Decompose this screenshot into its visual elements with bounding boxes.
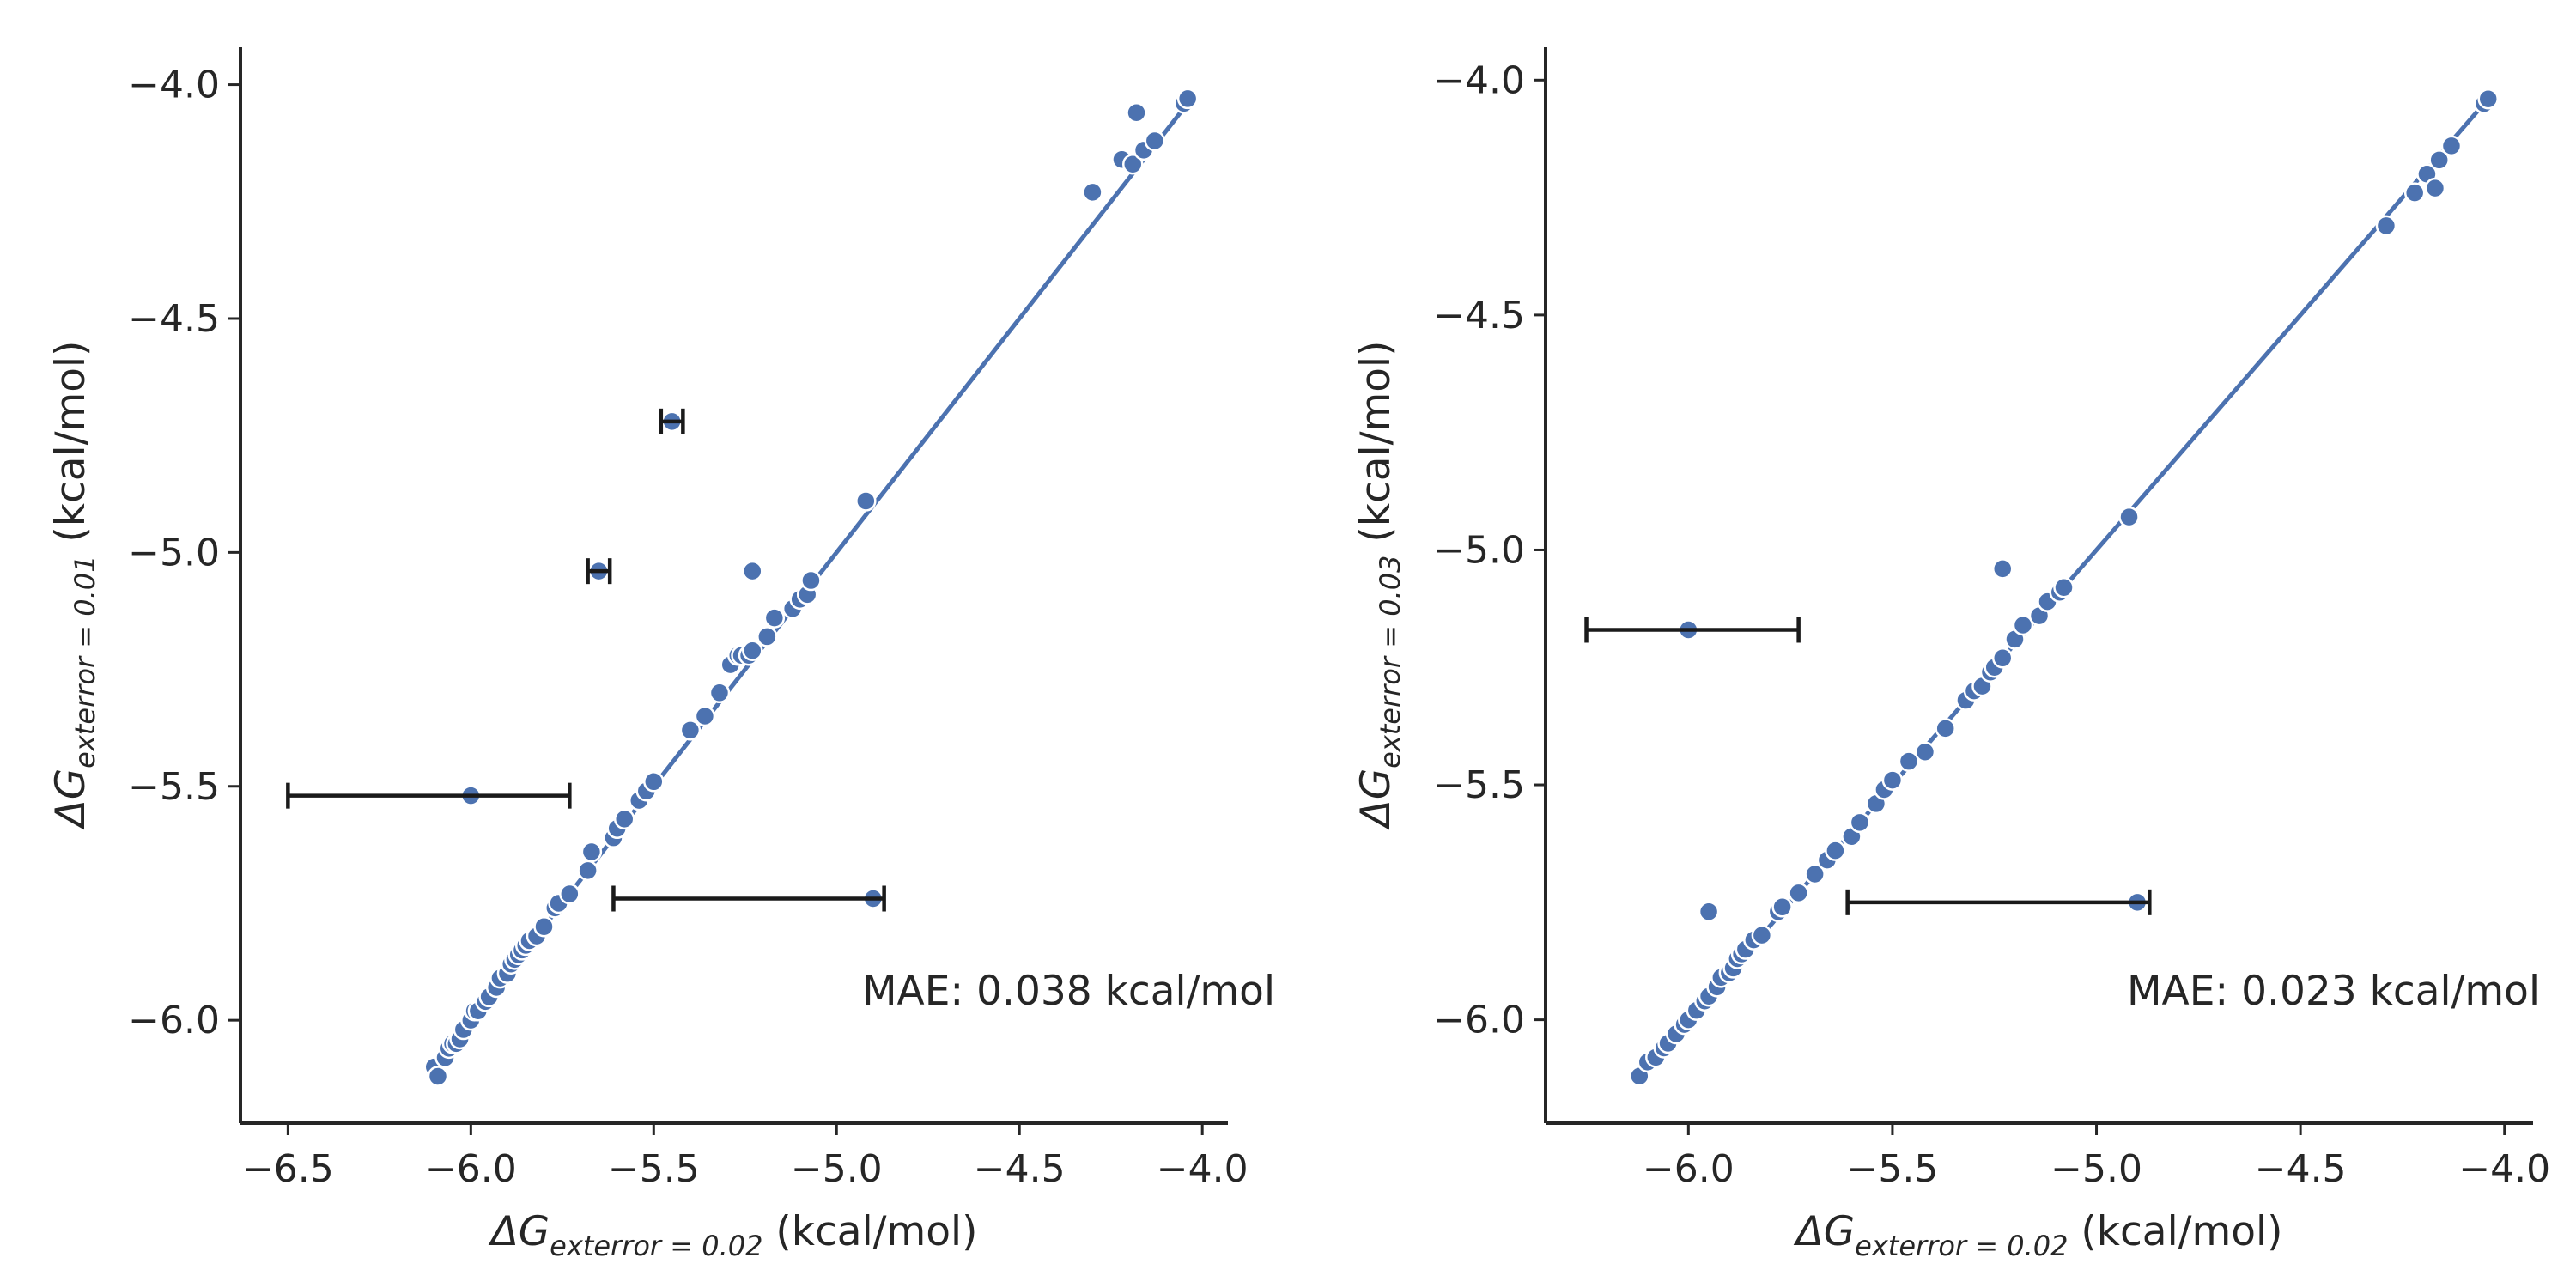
data-point [694,705,716,727]
y-tick-label: −4.5 [1433,294,1525,337]
y-tick-label: −6.0 [1433,999,1525,1042]
y-tick-label: −5.5 [128,765,220,809]
data-point [559,883,580,905]
x-tick-label: −4.0 [1157,1147,1249,1191]
data-point [756,626,778,647]
data-point [1849,811,1871,834]
data-point [1144,130,1166,152]
y-axis-label-symbol: ΔG [1352,769,1400,830]
data-point [1082,181,1103,204]
data-point [2424,177,2446,199]
y-axis-label: ΔGexterror = 0.01 (kcal/mol) [47,341,101,830]
data-point [580,841,603,863]
x-axis-label-symbol: ΔG [1794,1208,1856,1255]
data-point [2428,149,2450,171]
data-point [1126,102,1147,124]
y-axis-label-symbol: ΔG [47,769,94,830]
x-axis-label: ΔGexterror = 0.02 (kcal/mol) [1794,1208,2283,1262]
data-point [1991,558,2014,580]
data-point [1804,863,1826,885]
panel-left: −6.5 −6.0 −5.5 −5.0 −4.5 −4.0 −6.0 −5.5 −5.0 −4.5… [47,47,1275,1262]
y-axis-label-subscript: exterror = 0.01 [69,556,101,769]
data-point [1914,741,1936,762]
error-bar [659,408,685,434]
data-point [2118,506,2140,528]
y-tick-label: −4.0 [128,64,220,107]
x-axis-label: ΔGexterror = 0.02 (kcal/mol) [489,1208,978,1262]
x-tick-label: −6.0 [425,1147,517,1191]
data-point [533,915,555,938]
error-bar [586,558,612,585]
data-point [1698,901,1720,923]
x-tick-label: −4.5 [974,1147,1066,1191]
data-point [2403,182,2426,204]
error-bar [611,885,886,912]
y-tick-label: −5.0 [128,531,220,574]
panel-right: −6.0 −5.5 −5.0 −4.5 −4.0 −6.0 −5.5 −5.0 −4.5 −4.0… [1352,47,2550,1262]
data-point [643,771,665,793]
error-bar [1845,889,2152,915]
x-tick-label: −5.0 [791,1147,883,1191]
data-point [1991,647,2014,669]
x-tick-label: −4.0 [2458,1147,2550,1191]
data-point [742,640,763,662]
y-axis-label-units: (kcal/mol) [1352,341,1400,556]
mae-annotation: MAE: 0.038 kcal/mol [862,968,1275,1015]
data-point [742,560,763,582]
x-axis-label-units: (kcal/mol) [2068,1208,2282,1255]
y-tick-label: −4.0 [1433,58,1525,102]
data-point [1122,153,1144,175]
y-tick-label: −5.5 [1433,763,1525,807]
x-tick-label: −6.0 [1643,1147,1735,1191]
x-axis-label-units: (kcal/mol) [762,1208,977,1255]
error-bar [286,782,572,809]
data-point [577,860,598,882]
x-tick-label: −5.0 [2050,1147,2142,1191]
data-point [2440,135,2463,157]
x-tick-label: −6.5 [242,1147,334,1191]
data-point [613,808,635,830]
data-point [763,607,786,629]
data-point [1935,718,1956,739]
y-axis-label-subscript: exterror = 0.03 [1374,556,1406,769]
y-axis-label: ΔGexterror = 0.03 (kcal/mol) [1352,341,1406,830]
data-point [1176,88,1199,110]
data-point [1825,840,1846,861]
data-point [708,682,731,704]
data-point [800,569,822,592]
x-axis-label-subscript: exterror = 0.02 [550,1230,762,1262]
y-tick-label: −6.0 [128,999,220,1042]
y-axis-label-units: (kcal/mol) [47,341,94,556]
data-point [679,720,702,741]
x-tick-label: −5.5 [608,1147,700,1191]
data-point [1788,882,1809,904]
data-point [855,490,877,512]
data-point [1881,769,1904,791]
data-point [2375,215,2397,237]
data-point [1751,924,1773,946]
data-point [2053,576,2075,598]
error-bar [1584,617,1801,643]
x-tick-label: −4.5 [2255,1147,2347,1191]
data-point [1771,896,1793,918]
x-axis-label-symbol: ΔG [489,1208,550,1255]
y-tick-label: −4.5 [128,297,220,341]
data-point [1898,750,1920,772]
y-tick-label: −5.0 [1433,528,1525,572]
data-point [2477,88,2499,110]
data-point [427,1066,449,1087]
mae-annotation: MAE: 0.023 kcal/mol [2127,968,2540,1015]
x-tick-label: −5.5 [1847,1147,1939,1191]
x-axis-label-subscript: exterror = 0.02 [1855,1230,2068,1262]
data-point [2012,614,2034,636]
